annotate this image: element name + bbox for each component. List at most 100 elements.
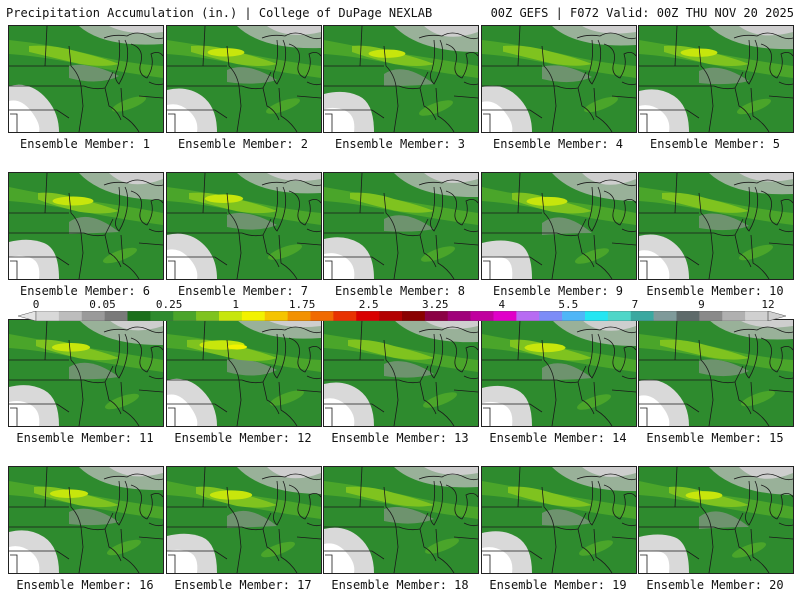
precip-map [482, 26, 636, 132]
legend-tick-label: 0.05 [89, 298, 116, 311]
ensemble-map-panel [638, 466, 794, 574]
ensemble-map-panel [166, 319, 322, 427]
ensemble-member-label: Ensemble Member: 6 [19, 284, 151, 298]
precip-map [639, 320, 793, 426]
precip-map [167, 320, 321, 426]
ensemble-member-label: Ensemble Member: 9 [492, 284, 624, 298]
legend-color-bin [470, 311, 494, 321]
precip-map [324, 26, 478, 132]
ensemble-member-label: Ensemble Member: 8 [334, 284, 466, 298]
ensemble-map-panel [323, 172, 479, 280]
legend-color-bin [173, 311, 197, 321]
ensemble-map-panel [481, 466, 637, 574]
ensemble-member-label: Ensemble Member: 5 [649, 137, 781, 151]
legend-color-bin [562, 311, 586, 321]
legend-color-bin [745, 311, 769, 321]
ensemble-map-panel [323, 25, 479, 133]
legend-color-bin [539, 311, 563, 321]
legend-color-bin [699, 311, 723, 321]
ensemble-map-panel [323, 466, 479, 574]
ensemble-map-panel [166, 172, 322, 280]
legend-arrow-left [18, 311, 37, 321]
precip-map [9, 173, 163, 279]
precip-map [482, 467, 636, 573]
legend-color-bin [653, 311, 677, 321]
precip-map [639, 467, 793, 573]
legend-color-bin [150, 311, 174, 321]
ensemble-member-label: Ensemble Member: 19 [489, 578, 627, 592]
legend-tick-label: 1.75 [288, 298, 316, 311]
precip-map [324, 320, 478, 426]
precip-map [9, 26, 163, 132]
ensemble-member-label: Ensemble Member: 10 [646, 284, 784, 298]
legend-color-bin [127, 311, 151, 321]
legend-color-bin [516, 311, 540, 321]
legend-color-bin [219, 311, 243, 321]
legend-color-bin [424, 311, 449, 321]
ensemble-member-label: Ensemble Member: 12 [174, 431, 312, 445]
legend-color-bin [264, 311, 288, 321]
legend-tick-label: 4 [498, 298, 506, 311]
legend-tick-label: 7 [631, 298, 639, 311]
legend-color-bin [630, 311, 654, 321]
ensemble-map-panel [8, 319, 164, 427]
precip-map [482, 173, 636, 279]
ensemble-map-panel [481, 25, 637, 133]
precip-map [167, 173, 321, 279]
legend-color-bin [333, 311, 357, 321]
precip-map [9, 320, 163, 426]
ensemble-member-label: Ensemble Member: 18 [331, 578, 469, 592]
legend-color-bin [36, 311, 60, 321]
ensemble-member-label: Ensemble Member: 13 [331, 431, 469, 445]
ensemble-member-label: Ensemble Member: 20 [646, 578, 784, 592]
ensemble-member-label: Ensemble Member: 2 [177, 137, 309, 151]
ensemble-member-label: Ensemble Member: 3 [334, 137, 466, 151]
legend-color-bin [356, 311, 380, 321]
ensemble-map-panel [638, 25, 794, 133]
legend-color-bin [607, 311, 632, 321]
ensemble-member-label: Ensemble Member: 7 [177, 284, 309, 298]
precip-map [639, 173, 793, 279]
ensemble-member-label: Ensemble Member: 1 [19, 137, 151, 151]
ensemble-map-panel [481, 172, 637, 280]
ensemble-map-panel [638, 319, 794, 427]
legend-color-bin [722, 311, 746, 321]
legend-arrow-right [767, 311, 786, 321]
legend-tick-label: 5.5 [558, 298, 579, 311]
ensemble-member-label: Ensemble Member: 16 [16, 578, 154, 592]
precip-map [482, 320, 636, 426]
ensemble-map-panel [8, 466, 164, 574]
legend-color-bin [196, 311, 220, 321]
precip-map [167, 467, 321, 573]
legend-tick-label: 12 [761, 298, 775, 311]
ensemble-map-panel [323, 319, 479, 427]
ensemble-member-label: Ensemble Member: 4 [492, 137, 624, 151]
legend-color-bin [447, 311, 471, 321]
legend-color-bin [585, 311, 609, 321]
legend-color-bin [58, 311, 83, 321]
legend-tick-label: 0 [32, 298, 40, 311]
ensemble-map-panel [166, 25, 322, 133]
precip-map [639, 26, 793, 132]
ensemble-map-panel [166, 466, 322, 574]
precip-map [167, 26, 321, 132]
color-legend: 0 0.05 0.25 1 1.75 2.5 3.25 4 5.5 7 9 12 [18, 298, 786, 324]
legend-color-bin [676, 311, 700, 321]
legend-tick-label: 0.25 [155, 298, 183, 311]
legend-tick-label: 1 [232, 298, 239, 311]
precip-map [9, 467, 163, 573]
ensemble-map-panel [481, 319, 637, 427]
map-title: Precipitation Accumulation (in.) | Colle… [6, 6, 433, 20]
legend-color-bin [310, 311, 334, 321]
legend-color-bin [402, 311, 426, 321]
model-run-info: 00Z GEFS | F072 Valid: 00Z THU NOV 20 20… [490, 6, 794, 20]
ensemble-member-label: Ensemble Member: 14 [489, 431, 627, 445]
legend-tick-label: 3.25 [422, 298, 449, 311]
precip-map [324, 173, 478, 279]
precip-map [324, 467, 478, 573]
legend-color-bin [104, 311, 128, 321]
ensemble-map-panel [638, 172, 794, 280]
ensemble-map-panel [8, 25, 164, 133]
legend-tick-label: 2.5 [358, 298, 379, 311]
legend-tick-label: 9 [698, 298, 705, 311]
